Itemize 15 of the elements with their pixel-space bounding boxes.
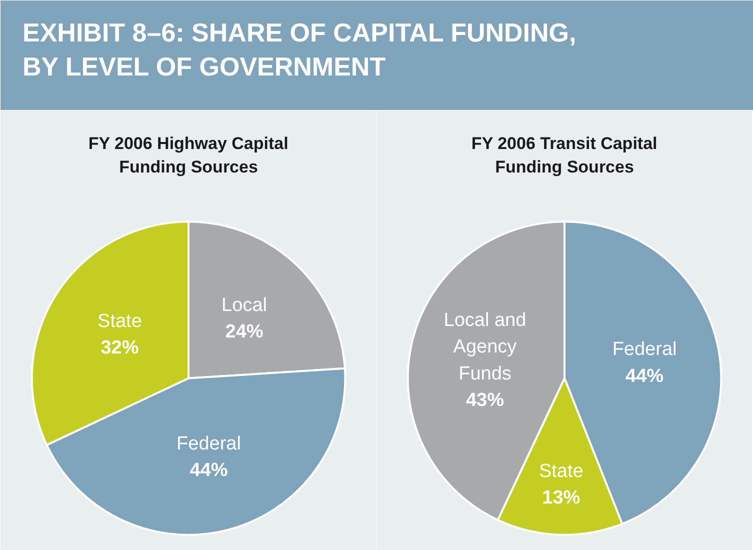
- slice-label: Local: [222, 295, 267, 316]
- data-label: 32%: [100, 337, 139, 358]
- slice-label: Federal: [176, 433, 241, 454]
- data-label: 44%: [190, 460, 228, 481]
- data-label: 44%: [626, 366, 664, 387]
- slice-label: Local and Agency Funds: [444, 310, 526, 384]
- slice-label: State: [98, 310, 142, 332]
- data-label: 13%: [542, 487, 580, 508]
- data-label: 24%: [225, 322, 264, 343]
- slice-label: State: [538, 460, 584, 482]
- chart-title: FY 2006 Highway Capital Funding Sources: [88, 134, 288, 176]
- chart-title: FY 2006 Transit Capital Funding Sources: [471, 134, 658, 176]
- data-label: 43%: [466, 390, 504, 411]
- slice-label: Federal: [612, 339, 677, 360]
- text: EXHIBIT 8–6: SHARE OF CAPITAL FUNDING, BY LEVEL OF GOVERNMENT: [22, 18, 576, 82]
